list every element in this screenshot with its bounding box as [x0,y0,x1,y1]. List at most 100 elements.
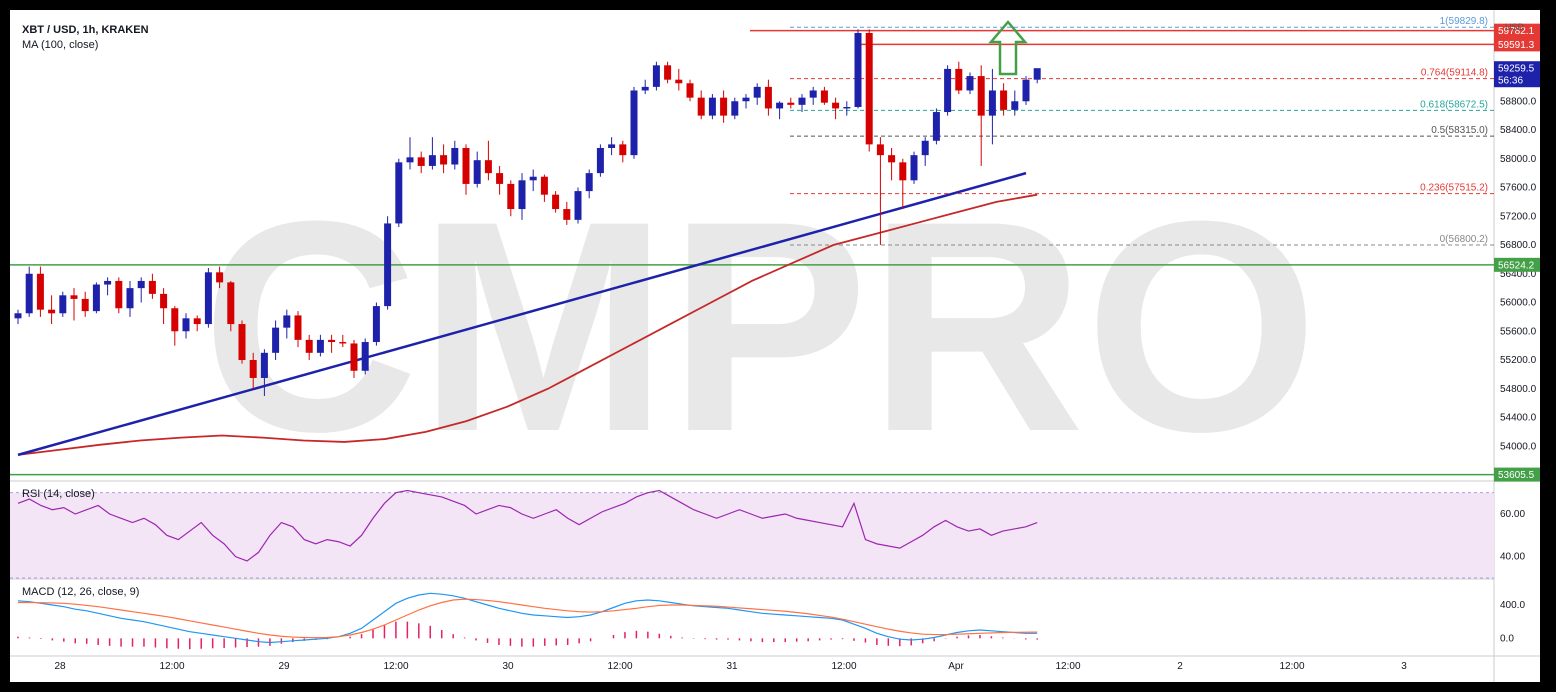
candle-body [742,97,750,102]
candle-body [48,309,56,314]
fib-level-label: 0(56800.2) [1440,234,1488,245]
candle-body [328,339,336,343]
candle-body [798,97,806,105]
ma-legend[interactable]: MA (100, close) [22,39,98,51]
price-tick-label: 56400.0 [1500,269,1537,280]
candle-body [272,327,280,353]
candle-body [115,280,123,309]
time-tick-label: 28 [54,661,66,672]
price-tick-label: 58800.0 [1500,96,1537,107]
macd-legend[interactable]: MACD (12, 26, close, 9) [22,586,139,598]
candle-body [1033,68,1041,80]
watermark-text: CMPRO [202,158,1319,494]
price-tag-label: 56524.2 [1498,260,1535,271]
candle-body [630,90,638,156]
fib-level-label: 1(59829.8) [1440,16,1488,27]
candle-body [260,352,268,378]
candle-body [820,90,828,103]
rsi-tick-label: 60.00 [1500,509,1525,520]
time-tick-label: Apr [948,661,964,672]
price-tick-label: 55200.0 [1500,355,1537,366]
candle-body [473,160,481,184]
candle-body [910,155,918,181]
symbol-legend[interactable]: XBT / USD, 1h, KRAKEN [22,24,149,36]
macd-line [17,592,1038,644]
candle-body [619,144,627,156]
candle-body [507,183,515,210]
chart-frame: CMPRO 54000.0 54400.0 54800.0 55200.0 55600.0… [10,10,1540,682]
chart-canvas[interactable]: CMPRO 54000.0 54400.0 54800.0 55200.0 55600.0… [10,10,1540,682]
candle-body [753,86,761,98]
candle-body [608,144,616,148]
candle-body [899,162,907,181]
time-tick-label: 12:00 [1055,661,1080,672]
candle-body [14,313,22,319]
candle-body [809,90,817,98]
rsi-legend[interactable]: RSI (14, close) [22,488,95,500]
candle-body [182,318,190,332]
candle-body [944,68,952,113]
candle-body [294,315,302,340]
candle-body [641,86,649,91]
candle-body [596,147,604,174]
candle-body [484,160,492,174]
time-tick-label: 3 [1401,661,1407,672]
rsi-tick-label: 40.00 [1500,552,1525,563]
candle-body [462,147,470,184]
candle-body [350,343,358,371]
candle-body [104,280,112,285]
fib-level-label: 0.236(57515.2) [1420,183,1488,194]
fib-level-label: 0.618(58672.5) [1420,99,1488,110]
price-tag-label: 59782.1 [1498,26,1535,37]
rsi-line [17,489,1038,562]
candle-body [249,360,257,378]
time-tick-label: 12:00 [383,661,408,672]
candle-body [955,68,963,91]
candle-body [171,308,179,332]
candle-body [440,155,448,165]
signal-line [18,598,1038,639]
price-tick-label: 54800.0 [1500,384,1537,395]
candle-body [361,342,369,371]
price-tag-label: 56:36 [1498,76,1523,87]
candle-body [720,97,728,116]
rsi-band [10,492,1494,578]
candle-body [428,155,436,166]
candle-body [529,176,537,181]
candle-body [148,280,156,294]
candle-body [832,102,840,109]
candle-body [81,298,89,312]
price-tick-label: 58400.0 [1500,125,1537,136]
price-tag-label: 59591.3 [1498,40,1535,51]
price-tag [1494,23,1540,38]
price-tag-label: 59259.5 [1498,64,1535,75]
candle-body [585,173,593,192]
candle-body [843,107,851,109]
candle-body [137,280,145,289]
price-tag [1494,73,1540,88]
candle-body [160,293,168,309]
candle-body [776,102,784,109]
candle-body [1011,101,1019,110]
candle-body [652,65,660,87]
time-tick-label: 29 [278,661,290,672]
bullish-arrow-icon [988,20,1028,76]
candle-body [339,342,347,344]
time-tick-label: 12:00 [1279,661,1304,672]
candle-body [675,79,683,84]
candle-body [932,112,940,141]
candle-body [70,295,78,299]
candle-body [1022,79,1030,102]
price-tick-label: 58000.0 [1500,154,1537,165]
candle-body [787,102,795,105]
price-tick-label: 56800.0 [1500,240,1537,251]
time-tick-label: 2 [1177,661,1183,672]
candle-body [888,155,896,163]
candle-body [552,194,560,210]
time-tick-label: 12:00 [831,661,856,672]
price-tag [1494,257,1540,272]
candle-body [865,32,873,145]
candle-body [988,90,996,116]
candle-body [316,339,324,353]
candle-body [496,173,504,184]
